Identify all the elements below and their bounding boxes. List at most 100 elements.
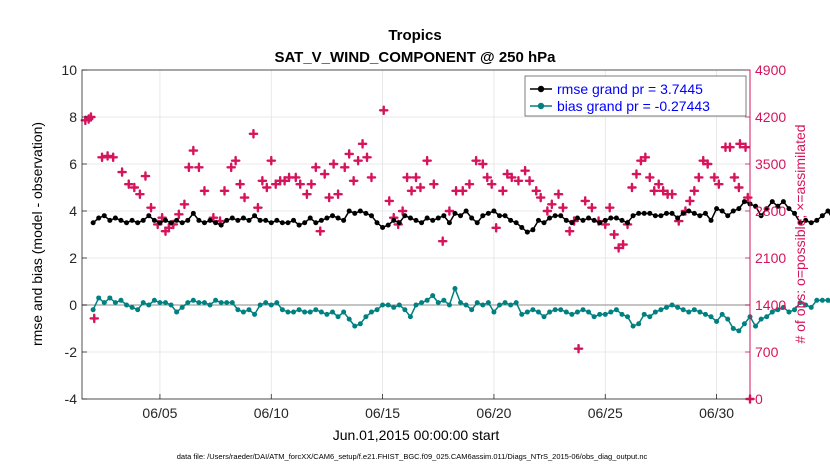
bias-point xyxy=(686,309,692,315)
rmse-point xyxy=(652,213,658,219)
rmse-point xyxy=(274,217,280,223)
rmse-point xyxy=(112,215,118,221)
rmse-point xyxy=(307,215,313,221)
bias-point xyxy=(296,307,302,313)
bias-point xyxy=(485,300,491,306)
rmse-point xyxy=(235,217,241,223)
bias-point xyxy=(330,309,335,315)
y-right-tick-label: 0 xyxy=(755,391,763,407)
legend-bias-marker xyxy=(537,102,545,110)
obs-count-point xyxy=(174,209,184,220)
rmse-point xyxy=(346,208,352,214)
bias-point xyxy=(235,307,241,313)
rmse-point xyxy=(541,220,547,226)
y-axis-label: rmse and bias (model - observation) xyxy=(29,122,45,346)
obs-count-point xyxy=(362,152,372,163)
rmse-point xyxy=(574,215,580,221)
bias-point xyxy=(229,300,235,306)
bias-point xyxy=(196,300,202,306)
bias-point xyxy=(574,309,580,315)
rmse-point xyxy=(658,213,664,219)
bias-point xyxy=(758,316,764,322)
rmse-point xyxy=(819,213,825,219)
obs-count-point xyxy=(547,199,557,210)
obs-count-point xyxy=(685,196,695,206)
y-tick-label: 8 xyxy=(69,109,77,125)
rmse-point xyxy=(753,203,759,209)
rmse-point xyxy=(374,220,380,226)
obs-count-point xyxy=(319,169,330,179)
obs-count-point xyxy=(366,172,377,183)
rmse-point xyxy=(491,208,497,214)
bias-point xyxy=(569,311,575,317)
bias-point xyxy=(391,304,397,310)
bias-point xyxy=(524,309,530,315)
rmse-point xyxy=(435,215,441,221)
rmse-point xyxy=(90,220,96,226)
bias-point xyxy=(697,309,703,315)
bias-point xyxy=(558,307,564,313)
obs-count-point xyxy=(402,172,412,183)
rmse-point xyxy=(424,215,430,221)
rmse-point xyxy=(686,208,692,214)
bias-point xyxy=(246,307,252,313)
rmse-point xyxy=(179,220,185,226)
rmse-point xyxy=(591,217,597,223)
obs-count-point xyxy=(397,206,408,216)
rmse-point xyxy=(513,220,519,226)
rmse-point xyxy=(497,213,502,219)
x-tick-label: 06/30 xyxy=(699,405,734,421)
bias-point xyxy=(135,307,141,313)
obs-count-point xyxy=(618,239,628,250)
rmse-point xyxy=(419,220,425,226)
rmse-point xyxy=(730,208,736,214)
rmse-point xyxy=(558,213,564,219)
obs-count-point xyxy=(179,199,190,210)
rmse-point xyxy=(619,217,625,223)
bias-point xyxy=(474,300,480,306)
bias-point xyxy=(163,300,168,306)
bias-point xyxy=(736,328,742,334)
rmse-point xyxy=(535,217,541,223)
rmse-point xyxy=(625,220,631,226)
bias-point xyxy=(263,300,269,306)
obs-count-point xyxy=(219,186,230,196)
obs-count-point xyxy=(344,149,354,159)
rmse-point xyxy=(719,208,725,214)
bias-point xyxy=(741,321,747,327)
rmse-point xyxy=(174,217,180,223)
rmse-point xyxy=(213,220,219,226)
y-right-tick-label: 4900 xyxy=(755,62,786,78)
y-right-tick-label: 4200 xyxy=(755,109,786,125)
obs-count-point xyxy=(324,192,334,203)
rmse-point xyxy=(151,217,157,223)
obs-count-point xyxy=(740,142,751,153)
y-tick-label: -4 xyxy=(65,391,78,407)
bias-point xyxy=(446,302,452,308)
rmse-point xyxy=(291,217,297,223)
obs-count-point xyxy=(702,159,713,169)
rmse-point xyxy=(163,217,168,223)
bias-point xyxy=(764,314,770,320)
bias-point xyxy=(291,309,297,315)
rmse-point xyxy=(396,220,402,226)
rmse-point xyxy=(608,215,614,221)
rmse-point xyxy=(714,206,720,212)
bias-point xyxy=(630,323,636,329)
bias-point xyxy=(708,314,714,320)
obs-count-point xyxy=(199,186,210,196)
rmse-point xyxy=(669,210,675,216)
rmse-point xyxy=(797,220,803,226)
rmse-series-line xyxy=(92,200,830,234)
rmse-point xyxy=(792,210,798,216)
obs-count-point xyxy=(627,182,637,193)
obs-count-point xyxy=(725,142,735,153)
obs-count-point xyxy=(108,152,118,163)
bias-point xyxy=(419,300,425,306)
rmse-point xyxy=(580,217,586,223)
obs-count-point xyxy=(188,145,199,156)
bias-point xyxy=(552,307,558,313)
bias-point xyxy=(714,318,720,324)
obs-count-point xyxy=(645,172,655,183)
bias-point xyxy=(792,307,798,313)
